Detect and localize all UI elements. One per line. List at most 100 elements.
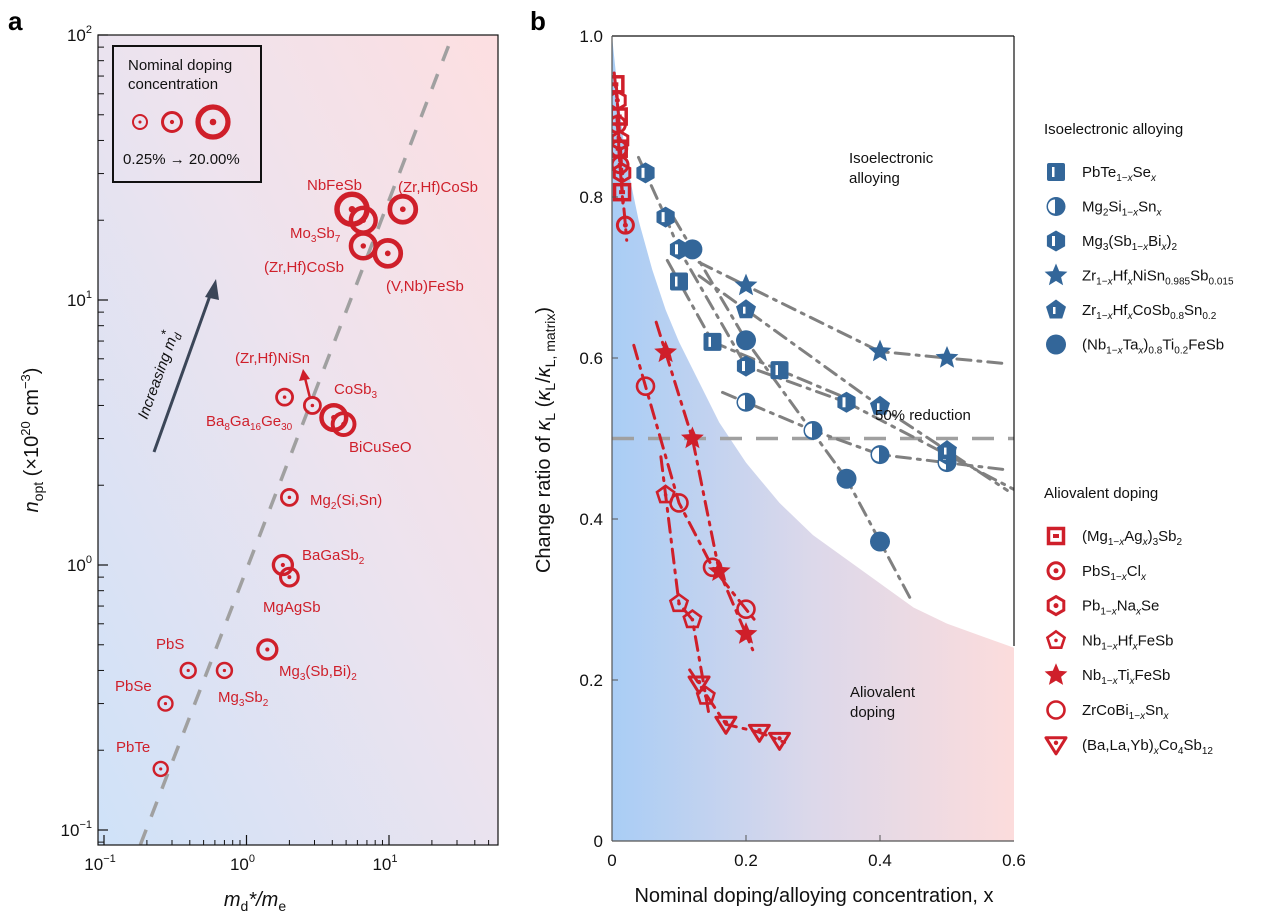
point-ring <box>275 387 294 407</box>
data-point <box>612 162 632 184</box>
data-point <box>682 608 703 629</box>
y-tick-label: 0 <box>594 832 603 851</box>
data-point <box>870 395 890 415</box>
legend-label: Zr1−xHfxCoSb0.8Sn0.2 <box>1082 302 1217 322</box>
legend-label: Mg3(Sb1−xBix)2 <box>1082 233 1178 253</box>
legend-item: Zr1−xHfxNiSn0.985Sb0.015 <box>1044 263 1234 288</box>
size-legend-center <box>169 119 175 125</box>
point-center <box>222 668 227 673</box>
data-point <box>278 566 300 588</box>
point-center <box>310 403 315 408</box>
data-point <box>736 355 756 377</box>
marker-half-circle-inner <box>872 447 879 462</box>
legend-item: Mg2Si1−xSnx <box>1046 197 1163 219</box>
point-ring <box>215 661 234 680</box>
marker-circle-open <box>736 599 756 619</box>
marker-pentagon-dot-inner <box>663 493 668 497</box>
legend-item: (Mg1−xAgx)3Sb2 <box>1046 526 1183 548</box>
marker-half-hexagon <box>669 238 689 260</box>
isoelectronic-region-label-2: alloying <box>849 170 900 187</box>
point-center <box>186 668 190 673</box>
legend-marker-half-hexagon-inner <box>1052 236 1055 246</box>
marker-half-hexagon <box>837 391 856 413</box>
marker-hexagon-dot-inner <box>614 97 620 103</box>
legend-item: Pb1−xNaxSe <box>1046 594 1159 618</box>
size-legend-box <box>112 45 262 183</box>
arrow-head-icon <box>205 279 219 300</box>
legend-marker-pentagon <box>1046 299 1066 319</box>
legend-item: (Ba,La,Yb)xCo4Sb12 <box>1044 736 1213 757</box>
x-tick-label: 0.6 <box>1002 851 1026 870</box>
panel-a-axes: 10−1 100 101 102 10−1 100 101 <box>61 24 490 874</box>
marker-triangle-down-dot-inner <box>723 720 729 725</box>
legend-item: Zr1−xHfxCoSb0.8Sn0.2 <box>1046 299 1217 322</box>
legend-label: Zr1−xHfxNiSn0.985Sb0.015 <box>1082 268 1234 288</box>
data-point <box>330 411 357 438</box>
size-legend-range: 0.25% → 20.00% <box>123 151 240 168</box>
panel-a: a 10−1 100 101 102 10−1 100 101 Nominal doping… <box>8 6 499 914</box>
marker-pentagon-dot-inner <box>677 601 681 606</box>
data-point <box>635 376 656 396</box>
marker-hexagon-dot <box>612 89 627 112</box>
panel-b-x-label: Nominal doping/alloying concentration, x <box>634 885 993 907</box>
legend-label: ZrCoBi1−xSnx <box>1082 702 1169 722</box>
legend-marker-circle-dot-inner <box>1053 568 1059 574</box>
point-ring <box>372 238 404 269</box>
point-label-mo3sb7: Mo3Sb7 <box>290 225 341 245</box>
legend-marker-circle-open <box>1046 700 1066 720</box>
marker-circle-open <box>635 376 656 396</box>
data-point <box>670 272 688 291</box>
data-point <box>179 661 197 680</box>
data-point <box>736 392 756 412</box>
data-point <box>256 638 279 661</box>
marker-square-dot-inner <box>619 190 626 195</box>
data-point <box>612 89 627 112</box>
legend-label: Nb1−xTixFeSb <box>1082 667 1170 687</box>
marker-circle-filled <box>736 330 756 351</box>
marker-half-hexagon-inner <box>742 361 745 372</box>
marker-pentagon-dot-inner <box>690 617 695 622</box>
point-ring <box>302 396 322 415</box>
panel-b-y-label: Change ratio of κL (κL/κL, matrix) <box>533 307 558 573</box>
data-point <box>681 426 704 449</box>
aliovalent-region-label-2: doping <box>850 704 895 721</box>
marker-star <box>868 339 892 362</box>
size-legend-center <box>209 118 217 126</box>
legend-marker-square-bar <box>1047 163 1065 181</box>
data-point <box>937 440 957 460</box>
point-ring <box>278 566 300 588</box>
marker-star-dot <box>734 622 758 644</box>
data-point <box>372 238 404 269</box>
marker-pentagon-inner <box>743 306 746 314</box>
point-ring <box>179 661 197 680</box>
marker-pentagon-dot <box>668 592 690 613</box>
data-point <box>768 731 791 751</box>
marker-star <box>734 273 758 296</box>
series-line <box>697 260 1009 366</box>
point-ring <box>271 553 295 577</box>
point-label-mg3sb2: Mg3Sb2 <box>218 689 269 709</box>
data-point <box>734 273 758 296</box>
marker-circle-dot <box>615 215 635 235</box>
point-label-bagasb2: BaGaSb2 <box>302 547 365 567</box>
point-label-mg2sisn: Mg2(Si,Sn) <box>310 492 382 512</box>
marker-half-hexagon-inner <box>641 167 645 178</box>
point-label-zrhfnisn: (Zr,Hf)NiSn <box>235 350 310 367</box>
aliovalent-region <box>612 36 1014 841</box>
fifty-percent-label: 50% reduction <box>875 407 971 424</box>
data-point <box>669 493 689 513</box>
marker-pentagon-dot-inner <box>704 694 708 698</box>
isoelectronic-region-label-1: Isoelectronic <box>849 150 934 167</box>
y-tick-label: 0.6 <box>579 349 603 368</box>
legend-label: (Nb1−xTax)0.8Ti0.2FeSb <box>1082 337 1224 357</box>
x-tick-label: 10−1 <box>84 853 115 874</box>
x-tick-label: 0 <box>607 851 616 870</box>
legend-item: Nb1−xTixFeSb <box>1044 663 1170 687</box>
legend-label: Mg2Si1−xSnx <box>1082 199 1163 219</box>
point-center <box>360 217 367 223</box>
legend-marker-hexagon-dot <box>1046 594 1066 617</box>
point-center <box>282 395 287 399</box>
marker-half-hexagon-inner <box>842 397 846 408</box>
legend-group-title-aliovalent: Aliovalent doping <box>1044 485 1158 502</box>
data-point <box>687 675 711 695</box>
